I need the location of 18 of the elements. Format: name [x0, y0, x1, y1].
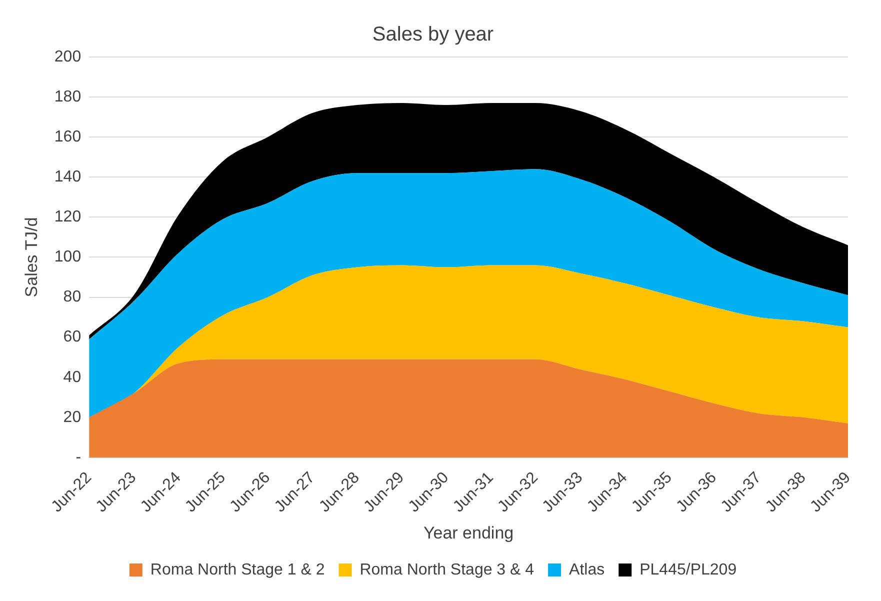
y-tick-label: 80: [63, 288, 82, 306]
y-axis-title: Sales TJ/d: [22, 217, 41, 298]
legend-label: Roma North Stage 3 & 4: [360, 561, 534, 578]
y-tick-label: 120: [54, 208, 82, 226]
y-tick-label: 160: [54, 128, 82, 146]
y-tick-label: 60: [63, 328, 82, 346]
y-tick-label: -: [76, 448, 82, 466]
y-tick-label: 100: [54, 248, 82, 266]
y-tick-label: 140: [54, 168, 82, 186]
y-tick-label: 200: [54, 48, 82, 66]
y-tick-label: 40: [63, 368, 82, 386]
legend-label: PL445/PL209: [640, 561, 737, 578]
legend-label: Atlas: [569, 561, 605, 578]
y-tick-label: 20: [63, 408, 82, 426]
x-axis-title: Year ending: [423, 523, 514, 542]
chart-title: Sales by year: [372, 24, 494, 46]
y-tick-label: 180: [54, 88, 82, 106]
legend-label: Roma North Stage 1 & 2: [150, 561, 325, 578]
